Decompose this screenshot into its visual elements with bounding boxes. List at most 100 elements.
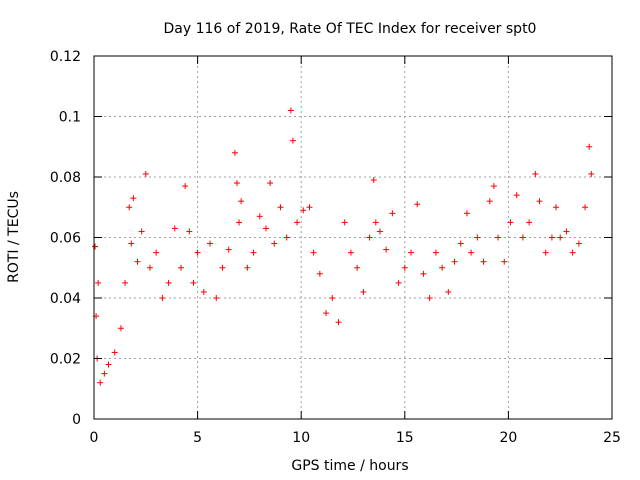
data-point: [468, 249, 475, 256]
data-point: [97, 379, 104, 386]
data-points: [92, 107, 595, 386]
data-point: [474, 234, 481, 241]
data-point: [200, 288, 207, 295]
data-point: [376, 228, 383, 235]
data-point: [128, 240, 135, 247]
data-point: [277, 204, 284, 211]
data-point: [306, 204, 313, 211]
data-point: [165, 279, 172, 286]
chart-title: Day 116 of 2019, Rate Of TEC Index for r…: [164, 21, 537, 37]
data-point: [256, 213, 263, 220]
data-point: [267, 180, 274, 187]
data-point: [244, 264, 251, 271]
data-point: [130, 195, 137, 202]
data-point: [490, 183, 497, 190]
y-axis: 0 0.02 0.04 0.06 0.08 0.1 0.12: [50, 49, 612, 428]
data-point: [231, 149, 238, 156]
data-point: [451, 258, 458, 265]
data-point: [501, 258, 508, 265]
data-point: [271, 240, 278, 247]
y-tick-label: 0.04: [50, 291, 81, 307]
data-point: [439, 264, 446, 271]
data-point: [420, 270, 427, 277]
data-point: [563, 228, 570, 235]
data-point: [341, 219, 348, 226]
data-point: [117, 325, 124, 332]
data-point: [480, 258, 487, 265]
data-point: [95, 279, 102, 286]
data-point: [347, 249, 354, 256]
data-point: [219, 264, 226, 271]
data-point: [395, 279, 402, 286]
data-point: [294, 219, 301, 226]
data-point: [329, 295, 336, 301]
data-point: [360, 288, 367, 295]
data-point: [316, 270, 323, 277]
data-point: [300, 207, 307, 214]
data-point: [426, 295, 433, 301]
data-point: [194, 249, 201, 256]
data-point: [586, 143, 593, 150]
data-point: [553, 204, 560, 211]
y-tick-label: 0.06: [50, 231, 81, 247]
data-point: [142, 170, 149, 177]
data-point: [323, 310, 330, 317]
data-point: [238, 198, 245, 205]
x-tick-label: 5: [193, 430, 202, 446]
data-point: [159, 295, 166, 301]
data-point: [486, 198, 493, 205]
x-axis: 0 5 10 15 20 25: [90, 56, 621, 446]
x-tick-label: 15: [396, 430, 414, 446]
data-point: [582, 204, 589, 211]
data-point: [225, 246, 232, 253]
y-axis-title: ROTI / TECUs: [6, 191, 22, 283]
data-point: [101, 370, 108, 377]
data-point: [171, 225, 178, 232]
data-point: [432, 249, 439, 256]
data-point: [463, 210, 470, 217]
data-point: [513, 192, 520, 199]
data-point: [111, 349, 118, 356]
data-point: [153, 249, 160, 256]
data-point: [287, 107, 294, 114]
data-point: [233, 180, 240, 187]
x-tick-label: 0: [90, 430, 99, 446]
data-point: [414, 201, 421, 208]
data-point: [557, 234, 564, 241]
data-point: [383, 246, 390, 253]
data-point: [575, 240, 582, 247]
data-point: [310, 249, 317, 256]
data-point: [134, 258, 141, 265]
data-point: [569, 249, 576, 256]
data-point: [126, 204, 133, 211]
data-point: [182, 183, 189, 190]
data-point: [401, 264, 408, 271]
x-axis-title: GPS time / hours: [291, 458, 408, 474]
data-point: [283, 234, 290, 241]
data-point: [105, 361, 112, 368]
data-point: [262, 225, 269, 232]
data-point: [335, 319, 342, 326]
y-tick-label: 0.1: [59, 110, 81, 126]
grid-lines: [94, 56, 612, 419]
data-point: [138, 228, 145, 235]
data-point: [250, 249, 257, 256]
y-tick-label: 0.08: [50, 170, 81, 186]
data-point: [519, 234, 526, 241]
data-point: [190, 279, 197, 286]
data-point: [495, 234, 502, 241]
data-point: [213, 295, 220, 301]
data-point: [445, 288, 452, 295]
y-tick-label: 0.02: [50, 352, 81, 368]
x-tick-label: 10: [292, 430, 310, 446]
data-point: [146, 264, 153, 271]
data-point: [526, 219, 533, 226]
data-point: [408, 249, 415, 256]
data-point: [588, 170, 595, 177]
data-point: [122, 279, 129, 286]
data-point: [186, 228, 193, 235]
data-point: [372, 219, 379, 226]
data-point: [457, 240, 464, 247]
data-point: [178, 264, 185, 271]
